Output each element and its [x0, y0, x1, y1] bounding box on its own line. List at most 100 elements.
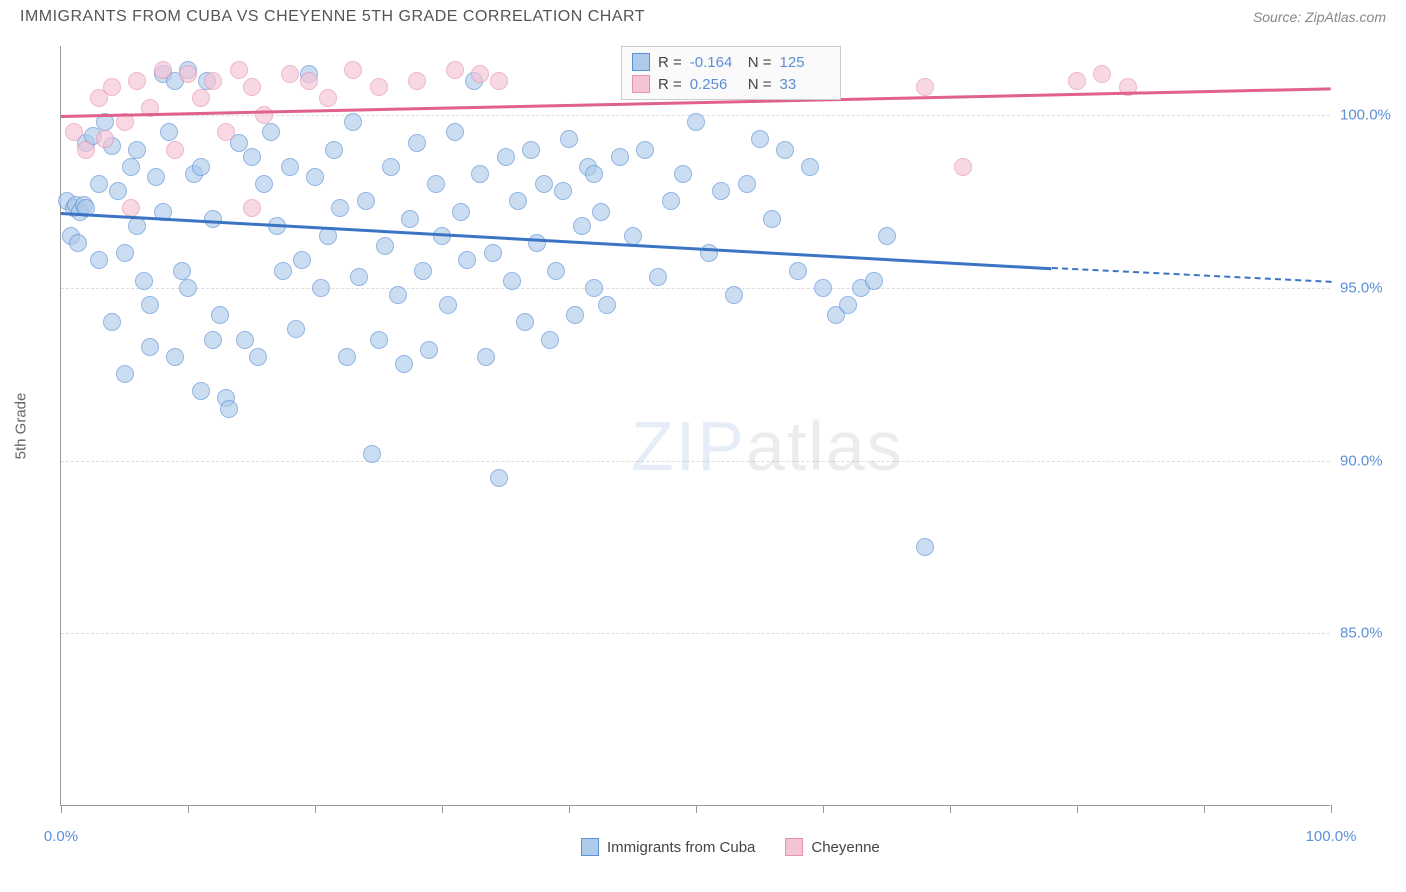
- scatter-point: [592, 203, 610, 221]
- scatter-point: [128, 141, 146, 159]
- scatter-point: [712, 182, 730, 200]
- scatter-point: [560, 130, 578, 148]
- source-label: Source:: [1253, 9, 1301, 25]
- scatter-point: [255, 175, 273, 193]
- scatter-point: [116, 365, 134, 383]
- scatter-point: [363, 445, 381, 463]
- x-tick-label: 100.0%: [1306, 828, 1357, 845]
- scatter-point: [376, 237, 394, 255]
- scatter-point: [350, 268, 368, 286]
- scatter-point: [65, 123, 83, 141]
- scatter-point: [192, 382, 210, 400]
- scatter-point: [814, 279, 832, 297]
- y-tick-label: 90.0%: [1340, 452, 1400, 469]
- scatter-point: [77, 141, 95, 159]
- legend-r-value: -0.164: [690, 54, 740, 71]
- scatter-point: [90, 251, 108, 269]
- scatter-point: [274, 262, 292, 280]
- scatter-point: [382, 158, 400, 176]
- y-axis-label: 5th Grade: [13, 392, 30, 459]
- scatter-point: [211, 306, 229, 324]
- legend-swatch: [581, 838, 599, 856]
- scatter-point: [128, 72, 146, 90]
- x-tick: [1331, 805, 1332, 813]
- scatter-point: [243, 78, 261, 96]
- scatter-point: [1093, 65, 1111, 83]
- scatter-point: [236, 331, 254, 349]
- scatter-point: [192, 158, 210, 176]
- series-legend: Immigrants from CubaCheyenne: [581, 836, 880, 858]
- scatter-point: [471, 65, 489, 83]
- scatter-point: [166, 141, 184, 159]
- scatter-point: [516, 313, 534, 331]
- scatter-point: [281, 65, 299, 83]
- scatter-point: [865, 272, 883, 290]
- scatter-point: [141, 338, 159, 356]
- x-tick: [61, 805, 62, 813]
- scatter-point: [287, 320, 305, 338]
- scatter-point: [281, 158, 299, 176]
- scatter-point: [662, 192, 680, 210]
- scatter-point: [116, 244, 134, 262]
- scatter-point: [141, 296, 159, 314]
- scatter-point: [751, 130, 769, 148]
- x-tick: [315, 805, 316, 813]
- scatter-point: [446, 61, 464, 79]
- scatter-point: [128, 217, 146, 235]
- legend-r-label: R =: [658, 76, 682, 93]
- scatter-point: [204, 72, 222, 90]
- legend-r-value: 0.256: [690, 76, 740, 93]
- scatter-point: [192, 89, 210, 107]
- scatter-point: [243, 199, 261, 217]
- legend-row: R = 0.256N = 33: [632, 73, 830, 95]
- scatter-point: [522, 141, 540, 159]
- scatter-point: [566, 306, 584, 324]
- scatter-point: [96, 130, 114, 148]
- scatter-point: [624, 227, 642, 245]
- x-tick: [823, 805, 824, 813]
- scatter-point: [484, 244, 502, 262]
- legend-n-label: N =: [748, 76, 772, 93]
- scatter-point: [408, 134, 426, 152]
- scatter-point: [69, 234, 87, 252]
- scatter-point: [477, 348, 495, 366]
- scatter-point: [573, 217, 591, 235]
- scatter-point: [541, 331, 559, 349]
- stats-legend: R = -0.164N = 125R = 0.256N = 33: [621, 46, 841, 100]
- legend-r-label: R =: [658, 54, 682, 71]
- scatter-point: [636, 141, 654, 159]
- scatter-point: [370, 78, 388, 96]
- scatter-point: [204, 331, 222, 349]
- y-tick-label: 85.0%: [1340, 625, 1400, 642]
- scatter-point: [471, 165, 489, 183]
- x-tick: [1204, 805, 1205, 813]
- scatter-point: [154, 61, 172, 79]
- scatter-point: [389, 286, 407, 304]
- legend-series-name: Immigrants from Cuba: [607, 839, 755, 856]
- scatter-point: [319, 89, 337, 107]
- grid-line: [61, 288, 1330, 289]
- scatter-point: [306, 168, 324, 186]
- legend-item: Immigrants from Cuba: [581, 836, 755, 858]
- trend-line: [1051, 267, 1330, 283]
- scatter-point: [916, 538, 934, 556]
- x-tick: [188, 805, 189, 813]
- scatter-point: [490, 72, 508, 90]
- x-tick: [442, 805, 443, 813]
- scatter-point: [217, 123, 235, 141]
- scatter-point: [439, 296, 457, 314]
- scatter-point: [262, 123, 280, 141]
- legend-swatch: [785, 838, 803, 856]
- scatter-point: [1068, 72, 1086, 90]
- scatter-point: [878, 227, 896, 245]
- scatter-point: [370, 331, 388, 349]
- scatter-point: [179, 279, 197, 297]
- scatter-point: [255, 106, 273, 124]
- x-tick: [569, 805, 570, 813]
- scatter-point: [427, 175, 445, 193]
- scatter-point: [344, 61, 362, 79]
- scatter-point: [674, 165, 692, 183]
- scatter-point: [147, 168, 165, 186]
- scatter-point: [547, 262, 565, 280]
- scatter-point: [414, 262, 432, 280]
